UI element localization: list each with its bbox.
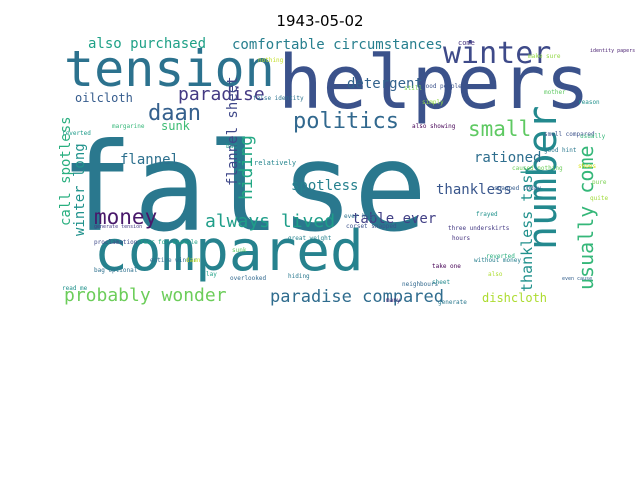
word: lay (206, 271, 217, 278)
word: compared (94, 219, 364, 284)
word: corset snapped (346, 223, 397, 230)
word: comfortable circumstances (232, 37, 443, 53)
word: proclamation (94, 239, 138, 246)
word: take one (432, 263, 461, 270)
word: still (404, 85, 422, 92)
word: mother (544, 89, 566, 96)
word: simply (422, 99, 444, 106)
word: relatively (254, 159, 296, 167)
word: read me (62, 285, 88, 292)
word: detergent (347, 76, 423, 92)
word: reverted (62, 130, 91, 137)
word: three underskirts (448, 225, 510, 232)
word: flannel sheet (225, 76, 241, 186)
word: flannel (120, 152, 179, 168)
word: call spotless (58, 116, 74, 226)
word: daan (186, 257, 201, 264)
word: generate (438, 299, 467, 306)
word: helpers (278, 40, 590, 126)
word: ever huge (344, 213, 377, 220)
word: rationed (474, 150, 541, 166)
word: fear for example (140, 239, 198, 246)
word: paradise compared (270, 287, 444, 307)
word: tension (64, 40, 275, 98)
word: even cause (562, 276, 592, 282)
word: winter (443, 36, 551, 71)
word: without money (474, 257, 521, 264)
word: sheet (432, 279, 450, 286)
word: small (468, 117, 531, 141)
word: probably wonder (64, 285, 227, 306)
word: bad (226, 143, 237, 150)
word: sunk (232, 247, 247, 254)
word: caused nothing (512, 165, 563, 172)
word: usually (580, 133, 606, 140)
word: thankless (436, 182, 512, 198)
figure-title: 1943-05-02 (276, 12, 364, 30)
word: daan (148, 101, 201, 126)
word: neighbours (402, 281, 439, 288)
word: entire winter (150, 257, 197, 264)
word: nothing (258, 57, 284, 64)
word: many (386, 297, 401, 304)
word: generate tension (94, 224, 142, 230)
word: also showing (412, 123, 456, 130)
word: shoes (578, 163, 596, 170)
word: make sure (528, 53, 561, 60)
word: false (60, 117, 427, 259)
word: also (488, 271, 503, 278)
word: paradise (178, 84, 265, 105)
word: good people (422, 83, 462, 90)
word: table ever (352, 211, 436, 227)
word: reverted (486, 253, 515, 260)
word: dishcloth (482, 291, 547, 305)
word: spotless (291, 178, 358, 194)
word: thankless task (518, 166, 536, 292)
word: always lived (205, 211, 335, 232)
word: smell compared (544, 131, 595, 138)
word: good hint (544, 147, 577, 154)
word: also purchased (88, 36, 206, 52)
word: quite (590, 195, 608, 202)
word: pure (592, 179, 607, 186)
word: usually come (574, 146, 598, 291)
word: identity papers (590, 48, 635, 54)
word: bag optional (94, 267, 138, 274)
word: overlooked (230, 275, 267, 282)
word: winter long (72, 143, 88, 236)
word: number (520, 106, 566, 251)
word: frayed (476, 211, 498, 218)
word: margarine (112, 123, 145, 130)
word: sunk (161, 119, 191, 133)
word: great weight (288, 235, 332, 242)
word: hiding (236, 135, 257, 200)
word: snapped today (494, 185, 541, 192)
word: come (458, 39, 475, 47)
word: false identity (253, 95, 304, 102)
word: hours (452, 235, 470, 242)
word: politics (293, 109, 399, 134)
word: hiding (288, 273, 310, 280)
word: oilcloth (75, 91, 133, 105)
word: reason (578, 99, 600, 106)
word: money (94, 205, 157, 229)
